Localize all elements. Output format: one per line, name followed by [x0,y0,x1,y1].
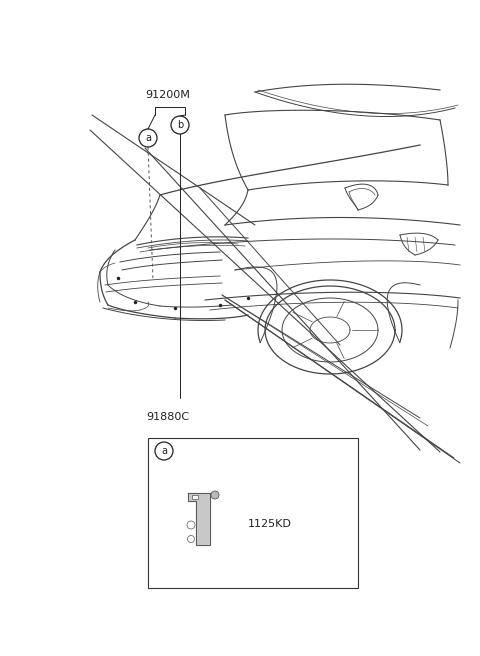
Circle shape [188,535,194,543]
Text: b: b [177,120,183,130]
Polygon shape [188,493,210,545]
Circle shape [187,521,195,529]
Text: 91880C: 91880C [146,412,190,422]
Text: a: a [161,446,167,456]
Circle shape [211,491,219,499]
Text: 91200M: 91200M [145,90,191,100]
Bar [148,438,358,588]
Bar [192,495,198,499]
Text: 1125KD: 1125KD [248,519,292,529]
Text: a: a [145,133,151,143]
